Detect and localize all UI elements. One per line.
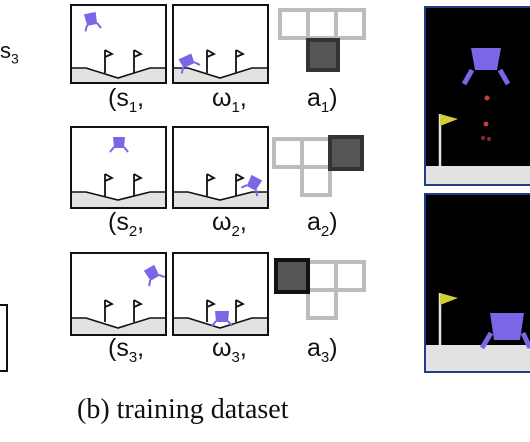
option-scene-3 xyxy=(174,299,267,334)
ground-line xyxy=(174,317,267,329)
tuple-omega-2: ω2, xyxy=(212,208,247,240)
action-grid-3 xyxy=(274,258,366,320)
ground-line xyxy=(72,191,165,201)
ground-line xyxy=(72,67,165,79)
state-scene-2 xyxy=(72,137,165,207)
tuple-omega-3: ω3, xyxy=(212,334,247,366)
lander-icon xyxy=(240,174,263,197)
ground-terrain xyxy=(72,68,165,82)
action-cell-right-selected xyxy=(328,135,364,171)
ground-terrain xyxy=(426,345,530,371)
game-render-top xyxy=(424,6,530,186)
action-cell-bottom-selected xyxy=(306,38,340,72)
state-frame-1 xyxy=(70,4,167,84)
action-cell-bottom xyxy=(306,288,338,320)
option-frame-3 xyxy=(172,252,269,336)
ground-line xyxy=(72,317,165,329)
ground-terrain xyxy=(174,318,267,334)
action-grid-1 xyxy=(278,8,366,72)
lander-icon xyxy=(83,11,102,32)
action-cell-right xyxy=(334,260,366,292)
option-scene-2 xyxy=(174,173,267,207)
tuple-omega-1: ω1, xyxy=(212,84,247,116)
state-scene-3 xyxy=(72,264,165,334)
flag-icon xyxy=(440,293,458,305)
flag-icon xyxy=(440,114,458,126)
landing-flags xyxy=(104,49,144,73)
landing-flags xyxy=(104,173,144,196)
tuple-row-3: (s3, xyxy=(108,334,145,366)
action-cell-top xyxy=(306,8,338,40)
left-partial-box xyxy=(0,304,8,372)
figure-caption: (b) training dataset xyxy=(77,394,289,425)
engine-particles xyxy=(481,95,491,141)
landing-flags xyxy=(104,299,144,322)
tuple-row-2: (s2, xyxy=(108,208,145,240)
state-frame-3 xyxy=(70,252,167,336)
tuple-action-1: a1) xyxy=(307,84,338,116)
state-frame-2 xyxy=(70,126,167,209)
lander-icon xyxy=(479,313,530,350)
state-scene-1 xyxy=(72,11,165,82)
landing-flags xyxy=(206,299,246,322)
lander-icon xyxy=(178,53,201,74)
tuple-action-2: a2) xyxy=(307,208,338,240)
tuple-action-3: a3) xyxy=(307,334,338,366)
left-state-label: s3 xyxy=(0,38,19,67)
ground-terrain xyxy=(174,68,267,82)
lander-icon xyxy=(109,137,129,153)
action-cell-top xyxy=(306,260,338,292)
lander-icon xyxy=(461,48,511,86)
ground-terrain xyxy=(72,192,165,207)
action-cell-right xyxy=(334,8,366,40)
ground-terrain xyxy=(174,192,267,207)
action-grid-2 xyxy=(272,135,364,197)
landing-flags xyxy=(206,49,246,73)
game-render-bottom xyxy=(424,193,530,373)
ground-terrain xyxy=(72,318,165,334)
lander-icon xyxy=(143,264,165,287)
action-cell-top xyxy=(300,137,332,169)
option-frame-1 xyxy=(172,4,269,84)
action-cell-bottom xyxy=(300,165,332,197)
ground-terrain xyxy=(426,166,530,184)
game-scene-bottom xyxy=(426,293,530,371)
lander-icon xyxy=(211,311,233,327)
tuple-row-1: (s1, xyxy=(108,84,145,116)
action-cell-left xyxy=(272,137,304,169)
landing-flags xyxy=(206,173,246,196)
option-scene-1 xyxy=(174,49,267,82)
action-cell-left xyxy=(278,8,310,40)
option-frame-2 xyxy=(172,126,269,209)
game-scene-top xyxy=(426,48,530,184)
action-cell-left-selected xyxy=(274,258,310,294)
